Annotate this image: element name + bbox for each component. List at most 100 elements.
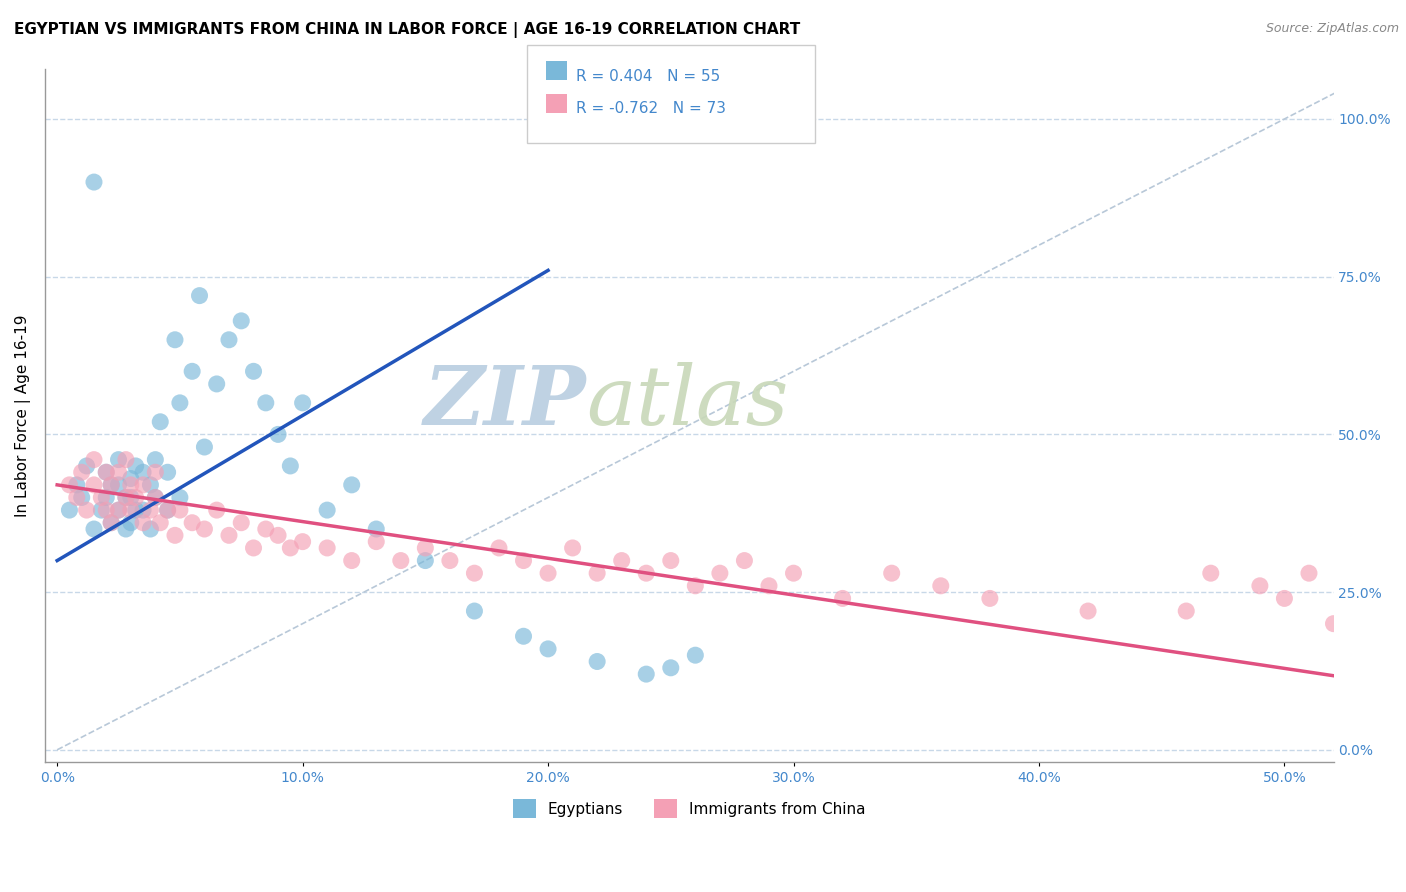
Point [340,478,363,492]
Point [132,465,155,479]
Point [66,478,89,492]
Point [291,534,314,549]
Point [685,579,707,593]
Point [1199,566,1222,581]
Point [90,491,112,505]
Point [100,478,122,492]
Text: R = -0.762   N = 73: R = -0.762 N = 73 [576,101,727,116]
Point [242,364,264,378]
Point [758,579,780,593]
Point [83,175,105,189]
Point [463,604,485,618]
Point [149,415,172,429]
Point [96,465,118,479]
Text: EGYPTIAN VS IMMIGRANTS FROM CHINA IN LABOR FORCE | AGE 16-19 CORRELATION CHART: EGYPTIAN VS IMMIGRANTS FROM CHINA IN LAB… [14,22,800,38]
Point [125,503,148,517]
Point [139,478,162,492]
Point [181,364,204,378]
Point [143,491,166,505]
Point [169,503,191,517]
Point [316,541,339,555]
Point [120,516,142,530]
Point [115,452,138,467]
Point [188,288,211,302]
Point [143,491,166,505]
Text: atlas: atlas [586,361,789,442]
Point [537,566,560,581]
Point [205,503,228,517]
Text: Source: ZipAtlas.com: Source: ZipAtlas.com [1265,22,1399,36]
Point [70,465,93,479]
Legend: Egyptians, Immigrants from China: Egyptians, Immigrants from China [506,793,872,824]
Point [1175,604,1198,618]
Point [254,396,277,410]
Point [115,491,138,505]
Text: R = 0.404   N = 55: R = 0.404 N = 55 [576,69,721,84]
Point [83,452,105,467]
Point [231,314,253,328]
Point [929,579,952,593]
Point [561,541,583,555]
Point [132,503,155,517]
Point [132,516,155,530]
Point [880,566,903,581]
Point [83,478,105,492]
Point [512,553,534,567]
Point [120,503,142,517]
Point [512,629,534,643]
Point [366,522,388,536]
Point [58,503,80,517]
Point [96,491,118,505]
Point [291,396,314,410]
Point [163,528,186,542]
Point [415,553,437,567]
Point [100,516,122,530]
Point [107,478,129,492]
Point [163,333,186,347]
Point [149,516,172,530]
Point [685,648,707,663]
Point [125,458,148,473]
Point [120,491,142,505]
Point [218,333,240,347]
Point [267,427,290,442]
Point [610,553,633,567]
Point [205,376,228,391]
Point [366,534,388,549]
Point [586,566,609,581]
Point [831,591,853,606]
Point [463,566,485,581]
Point [979,591,1001,606]
Point [586,655,609,669]
Point [193,440,215,454]
Point [316,503,339,517]
Point [733,553,755,567]
Point [340,553,363,567]
Point [439,553,461,567]
Point [139,503,162,517]
Point [1274,591,1296,606]
Point [156,503,179,517]
Point [488,541,510,555]
Point [115,522,138,536]
Point [120,478,142,492]
Point [1371,629,1393,643]
Point [1298,566,1320,581]
Y-axis label: In Labor Force | Age 16-19: In Labor Force | Age 16-19 [15,314,31,516]
Point [143,452,166,467]
Point [169,396,191,410]
Point [76,458,98,473]
Point [156,465,179,479]
Point [537,641,560,656]
Point [100,516,122,530]
Point [659,661,682,675]
Point [139,522,162,536]
Point [120,472,142,486]
Point [782,566,804,581]
Text: ZIP: ZIP [423,361,586,442]
Point [636,566,658,581]
Point [115,491,138,505]
Point [267,528,290,542]
Point [66,491,89,505]
Point [100,478,122,492]
